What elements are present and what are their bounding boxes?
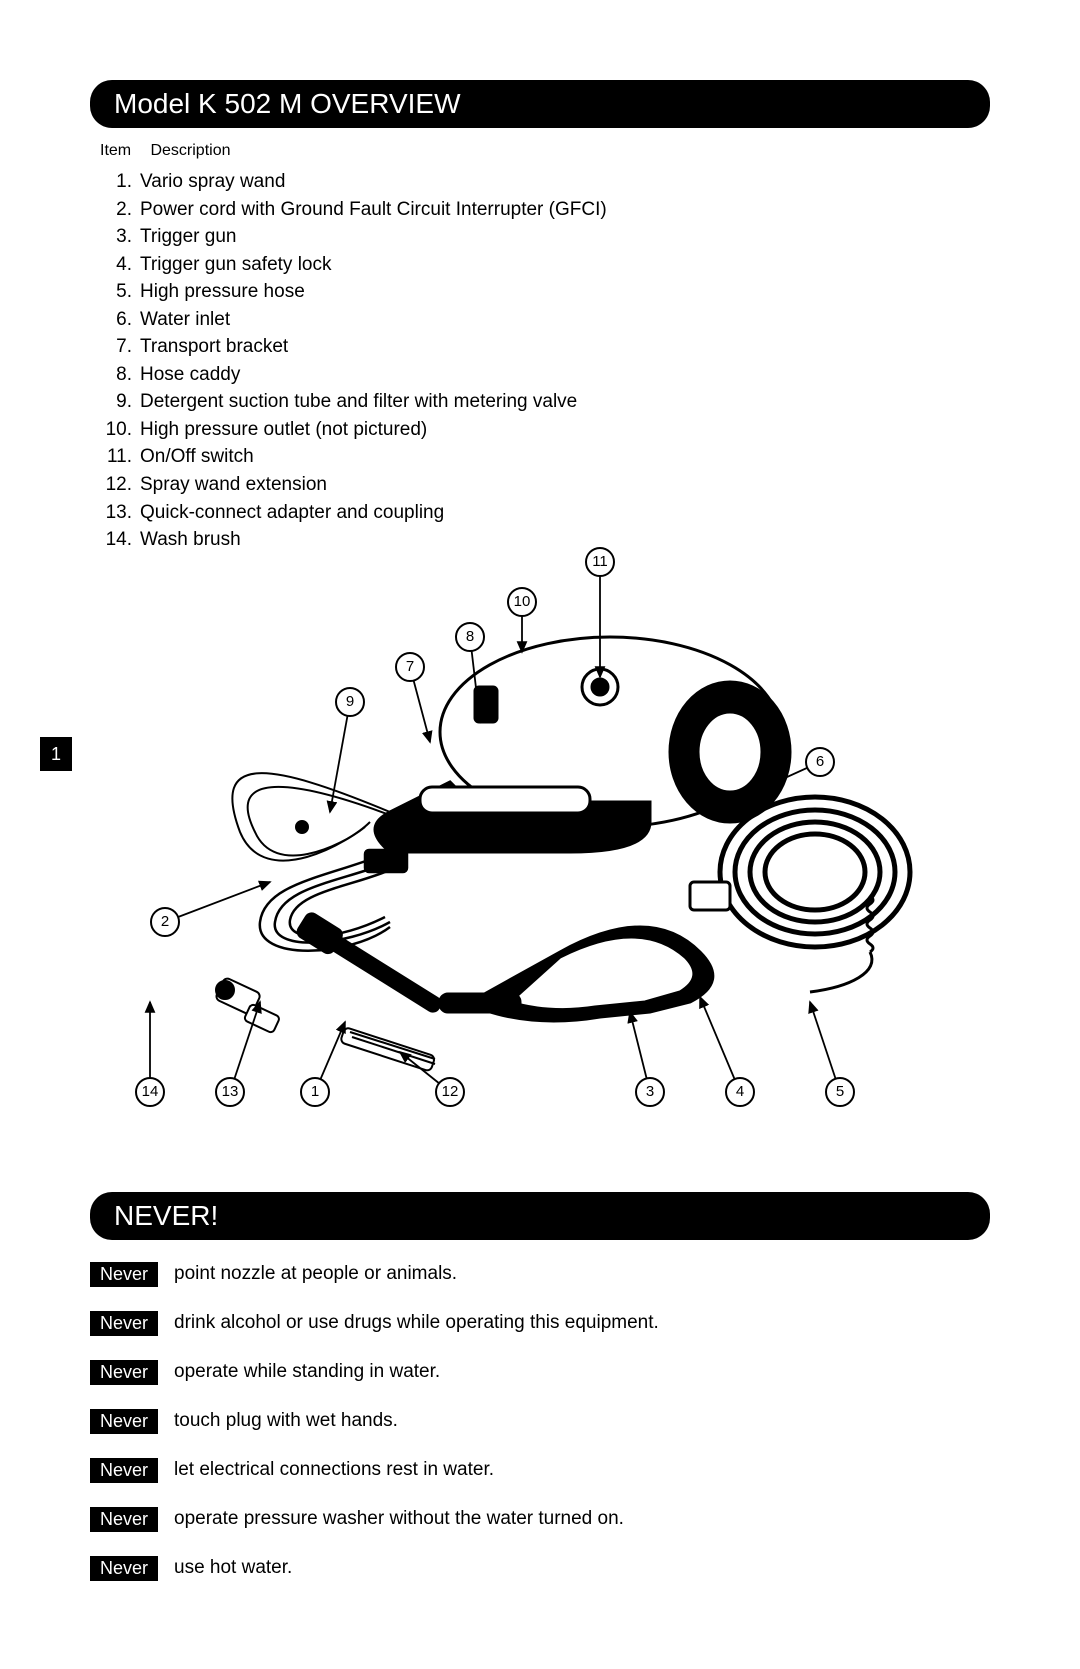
- item-label: High pressure outlet (not pictured): [140, 416, 427, 444]
- never-item: Never use hot water.: [90, 1556, 990, 1581]
- never-pill: Never: [90, 1507, 158, 1532]
- never-text: point nozzle at people or animals.: [174, 1263, 457, 1285]
- item-label: Hose caddy: [140, 361, 240, 389]
- never-item: Never touch plug with wet hands.: [90, 1409, 990, 1434]
- overview-title: Model K 502 M OVERVIEW: [114, 88, 461, 119]
- callout-10: 10: [507, 587, 537, 617]
- never-text: operate pressure washer without the wate…: [174, 1508, 624, 1530]
- item-number: 4.: [100, 251, 140, 279]
- never-text: use hot water.: [174, 1557, 292, 1579]
- page-number-tab: 1: [40, 737, 72, 771]
- item-label: Quick-connect adapter and coupling: [140, 499, 444, 527]
- item-label: Water inlet: [140, 306, 230, 334]
- never-text: touch plug with wet hands.: [174, 1410, 398, 1432]
- list-item: 12.Spray wand extension: [100, 471, 990, 499]
- never-header: NEVER!: [90, 1192, 990, 1240]
- callout-6: 6: [805, 747, 835, 777]
- list-item: 3.Trigger gun: [100, 223, 990, 251]
- list-item: 10.High pressure outlet (not pictured): [100, 416, 990, 444]
- never-text: operate while standing in water.: [174, 1361, 440, 1383]
- never-list: Neverpoint nozzle at people or animals.N…: [90, 1262, 990, 1581]
- overview-header: Model K 502 M OVERVIEW: [90, 80, 990, 128]
- item-label: Vario spray wand: [140, 168, 285, 196]
- callout-7: 7: [395, 652, 425, 682]
- item-label: Trigger gun safety lock: [140, 251, 332, 279]
- callout-13: 13: [215, 1077, 245, 1107]
- item-label: On/Off switch: [140, 443, 254, 471]
- list-item: 7.Transport bracket: [100, 333, 990, 361]
- callout-14: 14: [135, 1077, 165, 1107]
- never-item: Never operate pressure washer without the…: [90, 1507, 990, 1532]
- callout-8: 8: [455, 622, 485, 652]
- page-number: 1: [51, 744, 61, 765]
- item-number: 1.: [100, 168, 140, 196]
- list-item: 4.Trigger gun safety lock: [100, 251, 990, 279]
- never-title: NEVER!: [114, 1200, 218, 1231]
- item-number: 9.: [100, 388, 140, 416]
- item-number: 7.: [100, 333, 140, 361]
- parts-list: 1.Vario spray wand2.Power cord with Grou…: [90, 168, 990, 554]
- never-pill: Never: [90, 1409, 158, 1434]
- callout-4: 4: [725, 1077, 755, 1107]
- list-item: 1.Vario spray wand: [100, 168, 990, 196]
- never-item: Never drink alcohol or use drugs while op…: [90, 1311, 990, 1336]
- callout-3: 3: [635, 1077, 665, 1107]
- item-number: 8.: [100, 361, 140, 389]
- callout-11: 11: [585, 547, 615, 577]
- never-pill: Never: [90, 1360, 158, 1385]
- item-label: High pressure hose: [140, 278, 305, 306]
- never-item: Never let electrical connections rest in …: [90, 1458, 990, 1483]
- never-item: Never operate while standing in water.: [90, 1360, 990, 1385]
- item-number: 5.: [100, 278, 140, 306]
- list-item: 5.High pressure hose: [100, 278, 990, 306]
- item-label: Spray wand extension: [140, 471, 327, 499]
- page: 1 Model K 502 M OVERVIEW Item Descriptio…: [0, 0, 1080, 1669]
- callout-9: 9: [335, 687, 365, 717]
- never-pill: Never: [90, 1262, 158, 1287]
- diagram-svg: [90, 532, 990, 1172]
- never-text: drink alcohol or use drugs while operati…: [174, 1312, 659, 1334]
- item-number: 6.: [100, 306, 140, 334]
- legend-col-desc: Description: [150, 142, 230, 159]
- callout-1: 1: [300, 1077, 330, 1107]
- never-item: Never point nozzle at people or animals.: [90, 1262, 990, 1287]
- never-pill: Never: [90, 1458, 158, 1483]
- item-number: 13.: [100, 499, 140, 527]
- legend-col-item: Item: [100, 142, 146, 160]
- callout-5: 5: [825, 1077, 855, 1107]
- item-number: 10.: [100, 416, 140, 444]
- item-number: 11.: [100, 443, 140, 471]
- diagram: 11 10 879 6 2 14 13 1 12 3 4 5: [90, 532, 990, 1172]
- never-text: let electrical connections rest in water…: [174, 1459, 494, 1481]
- never-pill: Never: [90, 1556, 158, 1581]
- item-label: Power cord with Ground Fault Circuit Int…: [140, 196, 607, 224]
- item-label: Detergent suction tube and filter with m…: [140, 388, 577, 416]
- list-item: 6.Water inlet: [100, 306, 990, 334]
- list-item: 2.Power cord with Ground Fault Circuit I…: [100, 196, 990, 224]
- callout-12: 12: [435, 1077, 465, 1107]
- legend-header: Item Description: [100, 142, 990, 160]
- never-pill: Never: [90, 1311, 158, 1336]
- item-number: 12.: [100, 471, 140, 499]
- item-number: 2.: [100, 196, 140, 224]
- callout-2: 2: [150, 907, 180, 937]
- list-item: 8.Hose caddy: [100, 361, 990, 389]
- item-label: Trigger gun: [140, 223, 236, 251]
- list-item: 13.Quick-connect adapter and coupling: [100, 499, 990, 527]
- item-number: 3.: [100, 223, 140, 251]
- item-label: Transport bracket: [140, 333, 288, 361]
- list-item: 9.Detergent suction tube and filter with…: [100, 388, 990, 416]
- list-item: 11.On/Off switch: [100, 443, 990, 471]
